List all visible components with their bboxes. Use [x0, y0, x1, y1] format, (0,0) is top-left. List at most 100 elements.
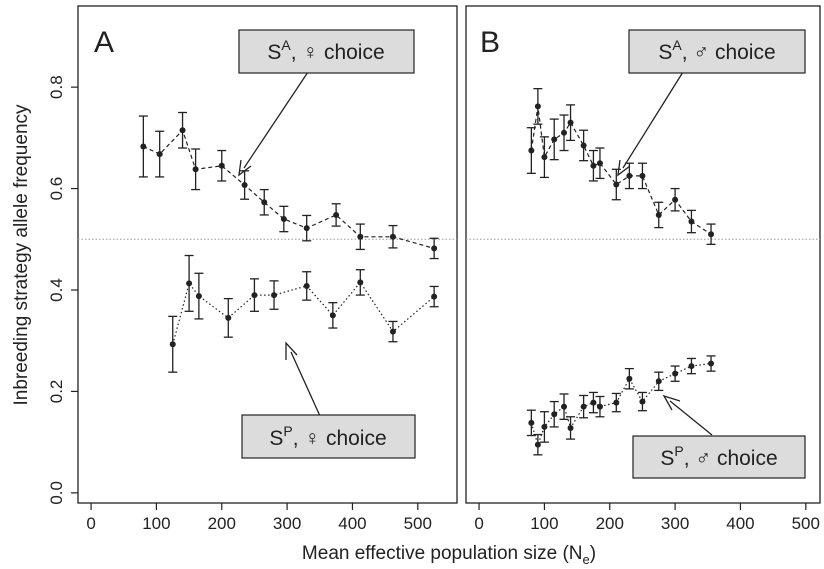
data-point [261, 199, 268, 206]
panel-a-sa-point [259, 188, 269, 216]
panel-b-sp-arrow [669, 400, 713, 436]
panel-a-sp-arrow [290, 351, 321, 417]
panel-a-sp-point [388, 320, 398, 343]
data-point [389, 233, 396, 240]
data-point [192, 166, 199, 173]
data-point [303, 282, 310, 289]
panel-a-sp-point [184, 254, 194, 312]
panel-b-sp-point [579, 394, 589, 419]
y-axis-label: Inbreeding strategy allele frequency [11, 104, 32, 406]
panel-b-sa-point [566, 104, 576, 142]
panel-a-sa-point [302, 214, 312, 242]
data-point [169, 341, 176, 348]
panel-b-x-tick-label: 200 [596, 514, 624, 533]
x-axis-label-sub: e [583, 552, 590, 567]
y-tick-label: 0.8 [47, 75, 66, 99]
data-point [639, 398, 646, 405]
data-point [186, 280, 193, 287]
data-point [534, 103, 541, 110]
panel-b-sa-arrowhead [617, 159, 631, 177]
panel-b-sa-point [539, 136, 549, 179]
data-point [580, 142, 587, 149]
panel-b-sp-point [588, 391, 598, 414]
panel-b-sa-line [530, 106, 712, 235]
data-point [551, 411, 558, 418]
panel-b-sa-label-box: SA, ♂ choice [628, 29, 806, 74]
data-point [708, 231, 715, 238]
panel-b-sp-point [566, 416, 576, 440]
data-point [596, 403, 603, 410]
data-point [561, 129, 568, 136]
data-point [357, 233, 364, 240]
panel-a-sa-point [388, 224, 398, 249]
data-point [561, 403, 568, 410]
data-point [541, 423, 548, 430]
panel-a-sa-point [279, 205, 289, 233]
data-point [541, 154, 548, 161]
data-point [241, 182, 248, 189]
panel-a-sp-point [355, 269, 365, 296]
panel-b-x-tick-label: 300 [661, 514, 689, 533]
panel-a-x-tick-label: 100 [142, 514, 170, 533]
panel-a-frame [77, 5, 458, 504]
panel-b-sa-point [549, 118, 559, 161]
panel-a-sa-point [429, 237, 439, 260]
data-point [195, 293, 202, 300]
panel-b-sp-point [611, 392, 621, 413]
panel-a-letter: A [94, 26, 114, 59]
panel-a-sp-point [249, 278, 259, 312]
data-point [626, 172, 633, 179]
data-point [218, 162, 225, 169]
x-axis-label: Mean effective population size (Ne) [302, 543, 596, 567]
data-point [389, 328, 396, 335]
data-point [528, 419, 535, 426]
panel-b-sp-point [686, 357, 696, 375]
panel-b-sp-point [595, 395, 605, 418]
panel-b-letter: B [480, 26, 500, 59]
data-point [528, 147, 535, 154]
panel-a-sa-point [155, 130, 165, 178]
panel-a-sp-label-box: SP, ♀ choice [241, 414, 416, 459]
panel-b-sp-point [670, 365, 680, 382]
panel-b-sp-point [539, 411, 549, 443]
data-point [655, 211, 662, 218]
data-point [567, 119, 574, 126]
data-point [431, 293, 438, 300]
data-point [251, 292, 258, 299]
panel-b-sa-point [526, 127, 536, 175]
data-point [329, 312, 336, 319]
panel-a-sa-point [355, 223, 365, 251]
panel-a-sp-point [328, 302, 338, 329]
panel-b-sa-point [559, 114, 569, 152]
panel-a-sp-label: SP, ♀ choice [269, 423, 386, 450]
y-tick-label: 0.2 [47, 380, 66, 404]
y-tick-label: 0.0 [47, 481, 66, 505]
data-point [225, 314, 232, 321]
panel-b-sp-point [654, 371, 664, 392]
panel-b-x-tick-label: 100 [530, 514, 558, 533]
panel-a-sp-line [172, 281, 435, 345]
panel-b-sp-point [706, 355, 716, 372]
data-point [688, 363, 695, 370]
data-point [613, 399, 620, 406]
panel-b-sa-point [579, 129, 589, 162]
panel-a-sa-arrowhead [238, 159, 252, 177]
data-point [431, 245, 438, 252]
panel-b-sp-point [533, 433, 543, 456]
panel-a-sa-point [240, 170, 250, 200]
panel-a-sp-arrowhead [285, 341, 298, 360]
panel-b-x-tick-label: 0 [474, 514, 483, 533]
data-point [688, 218, 695, 225]
panel-b-sa-point [595, 147, 605, 180]
panel-a-sa-point [138, 115, 148, 178]
panel-a-x-tick-label: 400 [338, 514, 366, 533]
panel-b-sp-label-box: SP, ♂ choice [632, 435, 806, 479]
panel-a-sp-point [223, 297, 233, 338]
data-point [303, 225, 310, 232]
panel-b-sa-point [637, 162, 647, 190]
annotation-arrows [238, 71, 713, 436]
panel-b-sp-point [624, 367, 634, 390]
panel-b-sa-point [686, 209, 696, 234]
data-point [271, 292, 278, 299]
